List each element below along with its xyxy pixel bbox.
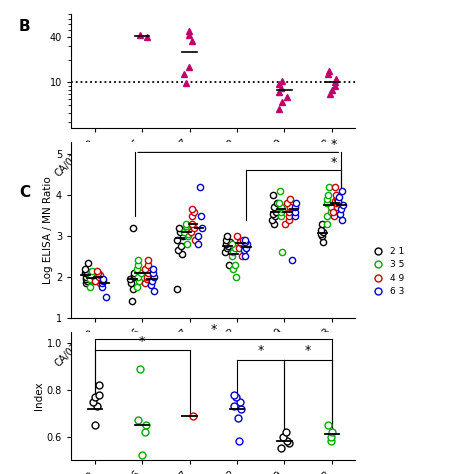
Text: C: C [19,185,30,200]
Y-axis label: Index: Index [34,382,44,410]
Text: *: * [331,138,337,151]
Text: *: * [331,156,337,169]
Legend: 2 1, 3 5, 4 9, 6 3: 2 1, 3 5, 4 9, 6 3 [366,243,408,300]
Text: B: B [19,19,31,34]
Text: *: * [257,345,264,357]
Y-axis label: Log ELISA / MN Ratio: Log ELISA / MN Ratio [43,176,53,284]
Text: *: * [305,345,311,357]
Text: *: * [210,323,217,337]
Text: *: * [139,335,146,348]
